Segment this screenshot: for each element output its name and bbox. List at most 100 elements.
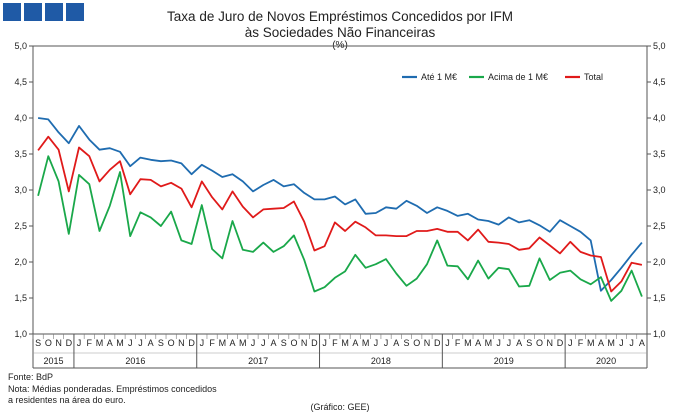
x-tick-label: M [341, 338, 349, 348]
y-tick-label-left: 1,5 [14, 293, 27, 303]
x-tick-label: J [261, 338, 266, 348]
x-tick-label: F [455, 338, 461, 348]
series-line-0 [37, 117, 643, 292]
footer-note-2: a residentes na área do euro. [8, 395, 126, 405]
x-tick-label: S [35, 338, 41, 348]
x-tick-label: O [290, 338, 297, 348]
x-tick-label: D [188, 338, 195, 348]
x-tick-label: M [464, 338, 472, 348]
y-tick-label-right: 3,5 [653, 149, 666, 159]
chart-title: Taxa de Juro de Novos Empréstimos Conced… [167, 9, 513, 24]
x-tick-label: M [362, 338, 370, 348]
x-tick-label: A [148, 338, 154, 348]
x-tick-label: F [87, 338, 93, 348]
y-tick-label-right: 5,0 [653, 41, 666, 51]
x-tick-label: S [281, 338, 287, 348]
footer-note-1: Nota: Médias ponderadas. Empréstimos con… [8, 384, 217, 394]
x-tick-label: J [445, 338, 450, 348]
legend-label: Acima de 1 M€ [488, 72, 548, 82]
year-label: 2016 [125, 356, 145, 366]
year-label: 2017 [248, 356, 268, 366]
y-tick-label-left: 3,5 [14, 149, 27, 159]
brand-square [45, 3, 63, 21]
x-tick-label: J [507, 338, 512, 348]
x-tick-label: A [475, 338, 481, 348]
legend-label: Total [584, 72, 603, 82]
x-tick-label: M [587, 338, 595, 348]
x-tick-label: J [138, 338, 143, 348]
year-label: 2020 [596, 356, 616, 366]
x-tick-label: D [434, 338, 441, 348]
brand-square [3, 3, 21, 21]
x-tick-label: A [598, 338, 604, 348]
plot-frame [32, 45, 648, 335]
y-tick-label-left: 5,0 [14, 41, 27, 51]
x-tick-label: M [485, 338, 493, 348]
year-label: 2015 [43, 356, 63, 366]
x-tick-label: A [516, 338, 522, 348]
x-tick-label: F [578, 338, 584, 348]
y-tick-label-right: 1,5 [653, 293, 666, 303]
y-tick-label-left: 4,5 [14, 77, 27, 87]
x-tick-label: A [639, 338, 645, 348]
legend-label: Até 1 M€ [421, 72, 457, 82]
x-tick-label: N [178, 338, 185, 348]
x-tick-label: A [230, 338, 236, 348]
brand-squares [3, 3, 84, 21]
year-label: 2018 [371, 356, 391, 366]
y-tick-label-left: 2,5 [14, 221, 27, 231]
x-tick-label: A [393, 338, 399, 348]
x-tick-label: N [55, 338, 62, 348]
x-tick-label: N [301, 338, 308, 348]
x-tick-label: O [168, 338, 175, 348]
x-tick-label: F [332, 338, 338, 348]
x-tick-label: J [200, 338, 205, 348]
x-tick-label: J [251, 338, 256, 348]
year-label: 2019 [494, 356, 514, 366]
x-tick-label: O [413, 338, 420, 348]
x-tick-label: A [107, 338, 113, 348]
x-tick-label: M [607, 338, 615, 348]
x-tick-label: D [311, 338, 318, 348]
x-tick-label: J [322, 338, 327, 348]
x-tick-label: D [557, 338, 564, 348]
x-tick-label: J [128, 338, 133, 348]
y-tick-label-right: 4,5 [653, 77, 666, 87]
x-tick-label: S [404, 338, 410, 348]
y-tick-label-left: 3,0 [14, 185, 27, 195]
brand-square [24, 3, 42, 21]
x-tick-label: F [209, 338, 215, 348]
x-tick-label: M [96, 338, 104, 348]
series-line-2 [37, 135, 643, 293]
x-tick-label: M [116, 338, 124, 348]
y-tick-label-left: 4,0 [14, 113, 27, 123]
x-tick-label: O [45, 338, 52, 348]
x-tick-label: J [629, 338, 634, 348]
x-tick-label: J [77, 338, 82, 348]
series-line-1 [37, 155, 643, 302]
x-tick-label: J [568, 338, 573, 348]
chart-subtitle: às Sociedades Não Financeiras [244, 25, 436, 40]
x-tick-label: M [219, 338, 227, 348]
x-tick-label: O [536, 338, 543, 348]
x-tick-label: J [374, 338, 379, 348]
x-tick-label: J [384, 338, 389, 348]
x-tick-label: J [496, 338, 501, 348]
y-tick-label-left: 2,0 [14, 257, 27, 267]
brand-square [66, 3, 84, 21]
y-tick-label-right: 3,0 [653, 185, 666, 195]
y-tick-label-left: 1,0 [14, 329, 27, 339]
x-tick-label: A [352, 338, 358, 348]
x-tick-label: S [158, 338, 164, 348]
x-tick-label: D [66, 338, 73, 348]
y-tick-label-right: 2,0 [653, 257, 666, 267]
y-tick-label-right: 4,0 [653, 113, 666, 123]
footer-source: Fonte: BdP [8, 372, 54, 382]
footer-credit: (Gráfico: GEE) [310, 402, 370, 412]
x-tick-label: N [424, 338, 431, 348]
y-tick-label-right: 1,0 [653, 329, 666, 339]
y-tick-label-right: 2,5 [653, 221, 666, 231]
x-tick-label: S [526, 338, 532, 348]
x-tick-label: M [239, 338, 247, 348]
